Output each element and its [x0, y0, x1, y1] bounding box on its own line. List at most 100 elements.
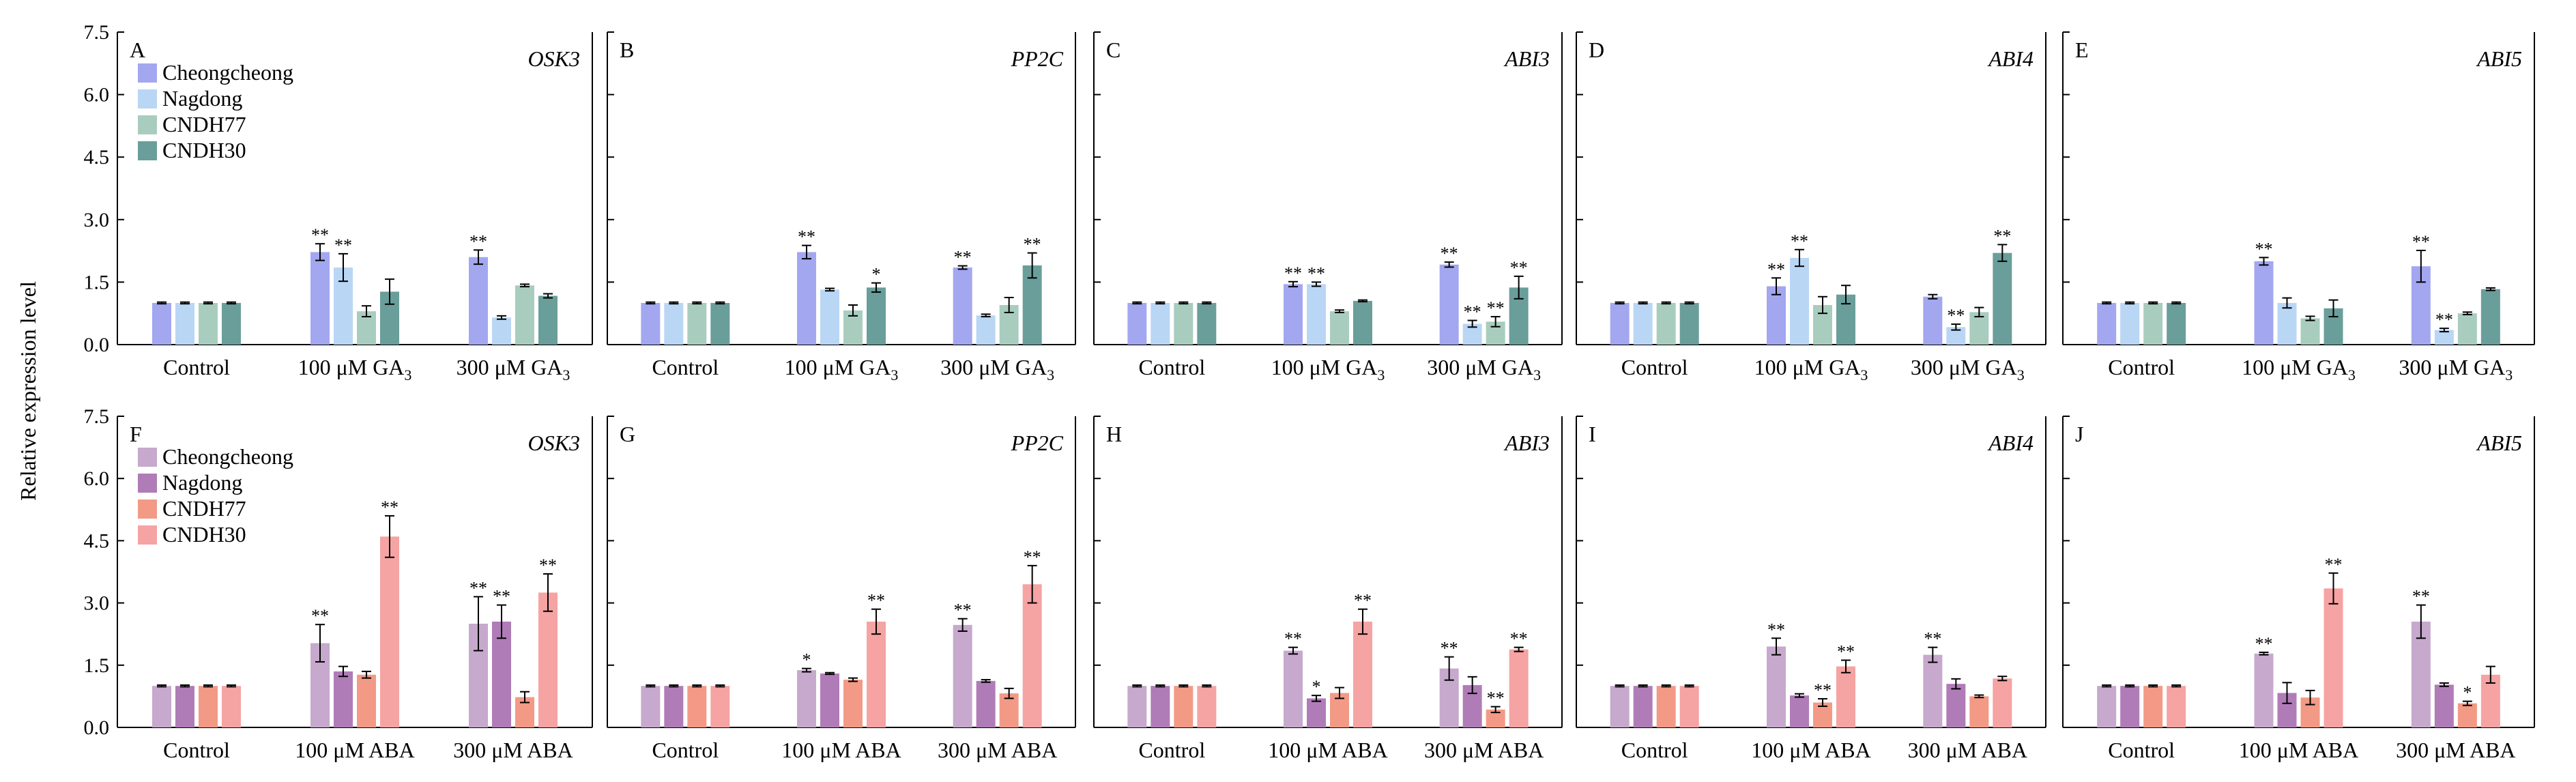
bar-cheongcheong: [2097, 302, 2117, 345]
panel-letter: A: [130, 38, 145, 62]
bar-cheongcheong: [1284, 650, 1303, 727]
category-label-subscript: 3: [404, 366, 411, 383]
category-label-subscript: 3: [1377, 366, 1385, 383]
gene-label: PP2C: [1011, 431, 1064, 455]
bar-cheongcheong: [797, 670, 816, 727]
gene-label: ABI3: [1503, 46, 1550, 71]
category-label: 300 μM GA3: [1911, 355, 2025, 383]
category-label-main: 300 μM GA: [2399, 355, 2505, 379]
category-label: 300 μM ABA: [1424, 738, 1544, 762]
significance-mark: **: [1814, 680, 1832, 700]
significance-mark: **: [1441, 244, 1458, 263]
bar-cndh30: [1993, 678, 2012, 727]
category-label-main: 100 μM GA: [1754, 355, 1861, 379]
category-label: 300 μM GA3: [1427, 355, 1541, 383]
bar-nagdong: [175, 302, 194, 345]
significance-mark: **: [867, 591, 885, 611]
significance-mark: **: [1510, 629, 1528, 649]
significance-mark: **: [1307, 263, 1325, 283]
bar-cndh30: [2167, 302, 2186, 345]
bar-nagdong: [664, 302, 684, 345]
bar-cheongcheong: [1439, 264, 1459, 345]
y-axis-label: Relative expression level: [16, 281, 40, 501]
category-label: 300 μM GA3: [2399, 355, 2513, 383]
category-label-subscript: 3: [562, 366, 570, 383]
panel-letter: G: [620, 422, 635, 446]
bar-cndh30: [380, 536, 399, 727]
bar-cndh77: [2457, 313, 2477, 345]
bar-cndh30: [1836, 666, 1855, 727]
bar-cndh77: [1174, 686, 1193, 727]
legend-swatch-cheongcheong: [138, 63, 157, 83]
significance-mark: **: [1791, 231, 1808, 251]
bar-cndh77: [1656, 302, 1676, 345]
category-label-main: 300 μM GA: [457, 355, 563, 379]
significance-mark: **: [954, 248, 972, 267]
significance-mark: **: [2325, 555, 2343, 575]
category-label: 100 μM ABA: [1268, 738, 1387, 762]
bar-nagdong: [1790, 695, 1809, 727]
gene-label: ABI4: [1987, 431, 2034, 455]
legend-label-cndh77: CNDH77: [162, 112, 246, 136]
bar-nagdong: [664, 686, 684, 727]
category-label-subscript: 3: [1860, 366, 1868, 383]
significance-mark: **: [539, 555, 557, 575]
bar-cndh30: [1679, 302, 1699, 345]
bar-nagdong: [976, 680, 996, 727]
bar-cndh77: [687, 686, 707, 727]
bar-cheongcheong: [1284, 284, 1303, 345]
panel-letter: E: [2075, 38, 2089, 62]
category-label: Control: [1138, 355, 1205, 379]
category-label: 300 μM ABA: [938, 738, 1057, 762]
category-label: 100 μM GA3: [1754, 355, 1868, 383]
significance-mark: **: [1284, 263, 1302, 283]
significance-mark: **: [1354, 591, 1372, 611]
bar-cndh30: [1679, 686, 1699, 727]
bar-nagdong: [2277, 302, 2297, 345]
legend-label-nagdong: Nagdong: [162, 470, 242, 495]
bar-cndh77: [2457, 703, 2477, 727]
significance-mark: **: [311, 606, 329, 626]
bar-nagdong: [2120, 686, 2140, 727]
significance-mark: **: [1487, 689, 1505, 708]
bar-cndh77: [2143, 686, 2163, 727]
bar-cndh30: [1022, 584, 1042, 727]
category-label: Control: [652, 738, 719, 762]
bar-nagdong: [1150, 686, 1170, 727]
bar-cheongcheong: [2254, 261, 2274, 345]
significance-mark: *: [2463, 683, 2472, 703]
significance-mark: **: [469, 231, 487, 251]
bar-cheongcheong: [1767, 286, 1786, 345]
significance-mark: **: [798, 227, 815, 247]
significance-mark: **: [1487, 298, 1505, 318]
category-label: Control: [1138, 738, 1205, 762]
bar-cndh30: [1509, 649, 1529, 727]
category-label: 100 μM GA3: [2242, 355, 2356, 383]
y-tick-label: 0.0: [84, 334, 110, 356]
bar-cndh30: [1197, 302, 1217, 345]
bar-cndh30: [1353, 621, 1372, 727]
bar-cndh30: [2324, 588, 2343, 727]
panel-letter: H: [1106, 422, 1122, 446]
bar-cheongcheong: [641, 686, 661, 727]
significance-mark: **: [1024, 547, 1041, 567]
bar-cheongcheong: [2097, 686, 2117, 727]
bar-cndh30: [1353, 300, 1372, 345]
bar-cndh30: [1197, 686, 1217, 727]
bar-nagdong: [2434, 330, 2454, 345]
bar-cheongcheong: [1127, 302, 1147, 345]
legend-swatch-cndh30: [138, 525, 157, 545]
legend-swatch-nagdong: [138, 474, 157, 493]
significance-mark: *: [802, 650, 811, 670]
significance-mark: **: [2255, 634, 2273, 654]
bar-cheongcheong: [1923, 296, 1943, 345]
bar-cndh77: [1969, 696, 1989, 727]
legend-label-cndh30: CNDH30: [162, 138, 246, 162]
gene-label: PP2C: [1011, 46, 1064, 71]
significance-mark: **: [334, 235, 352, 255]
bar-cheongcheong: [1610, 686, 1630, 727]
